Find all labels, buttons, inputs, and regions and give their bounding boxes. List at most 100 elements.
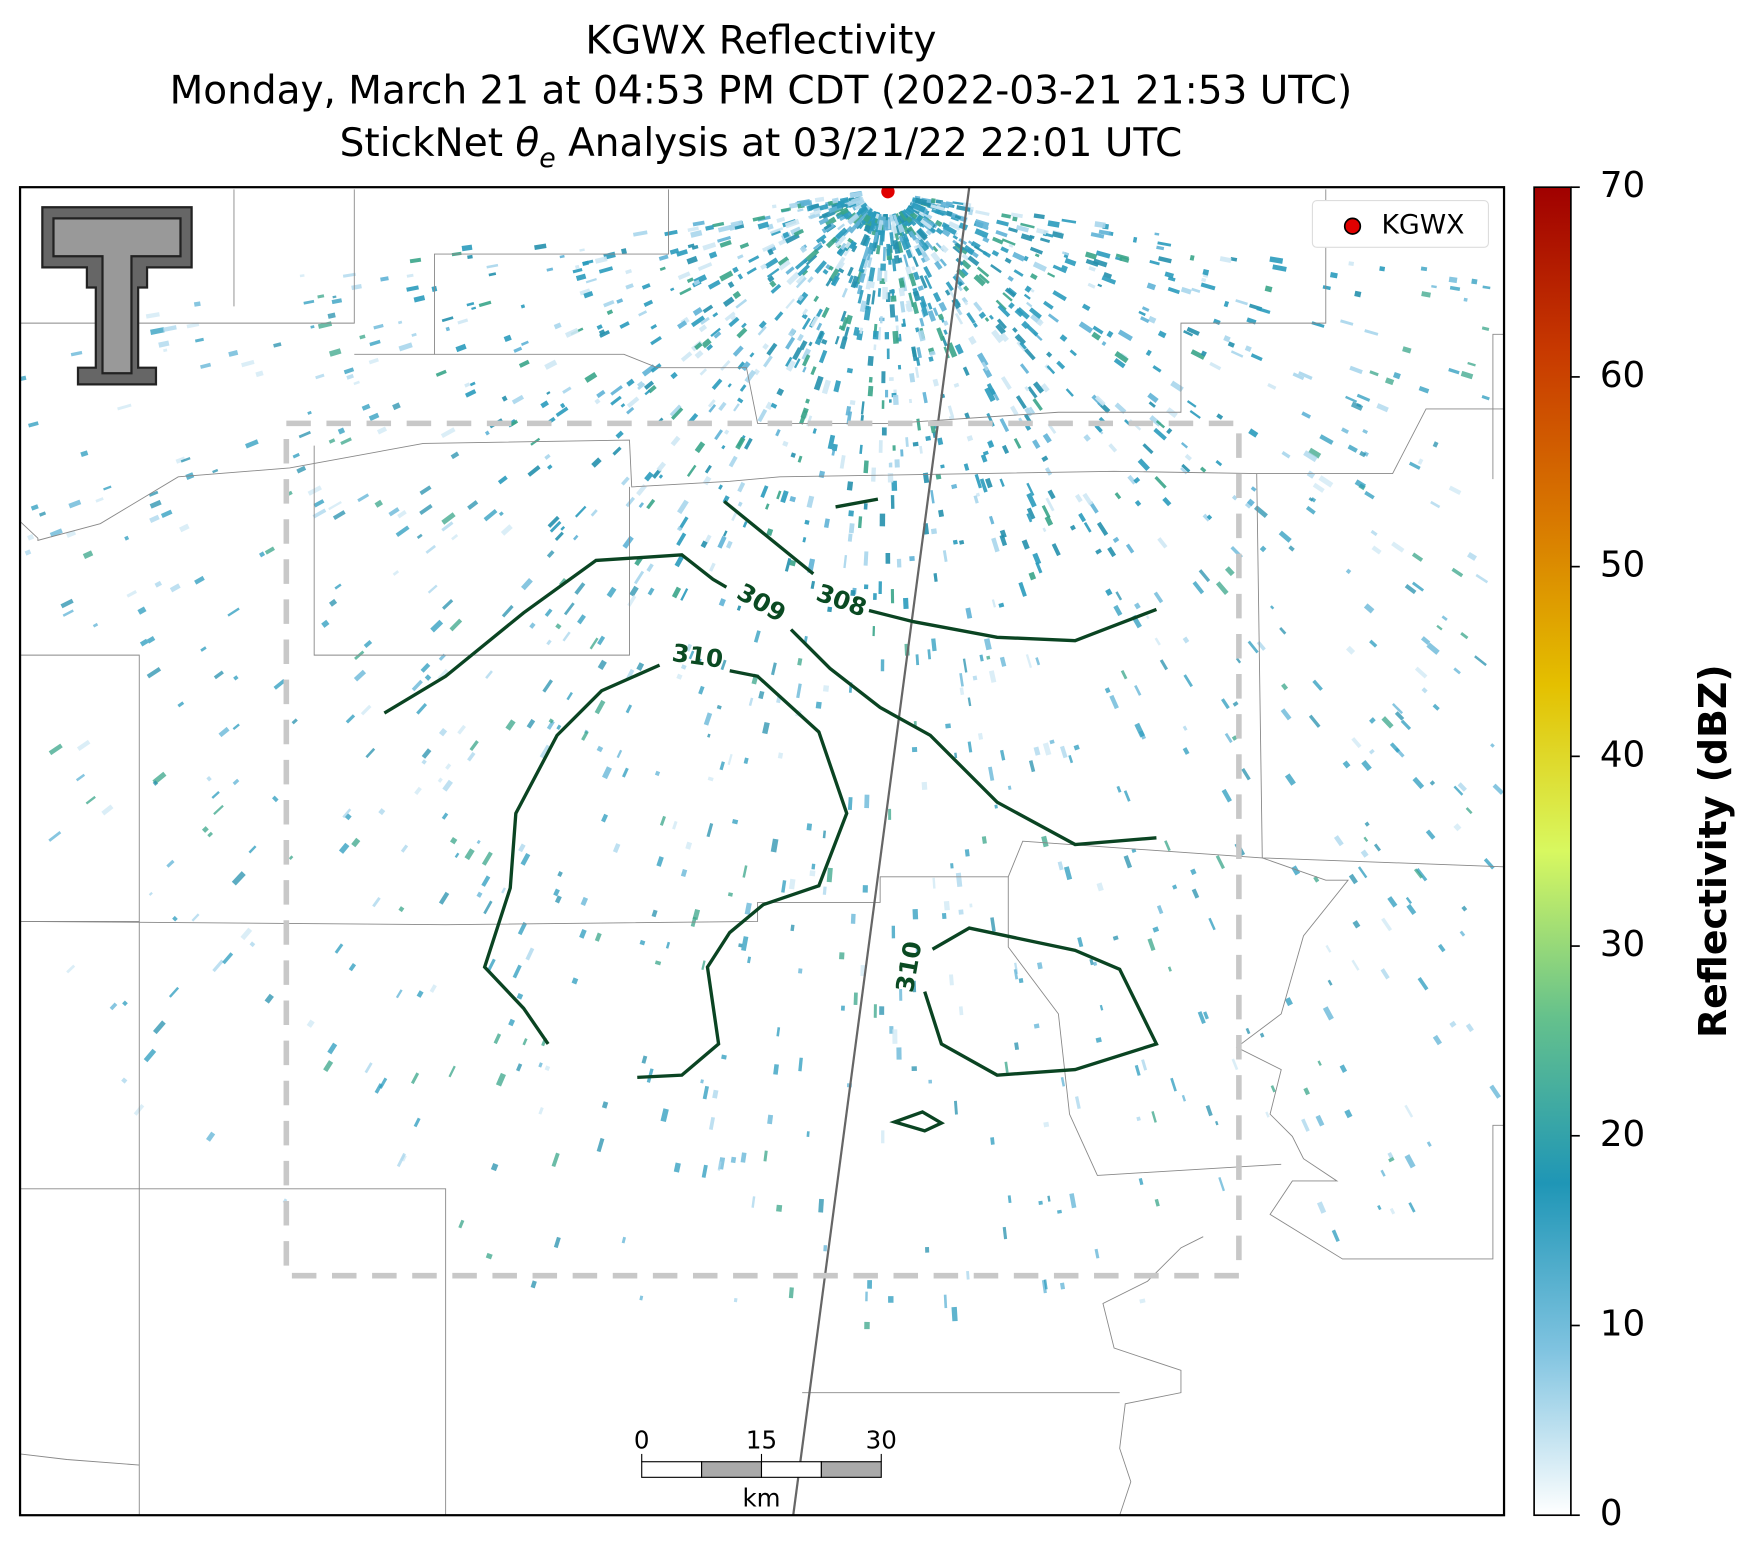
echo [1432, 703, 1440, 711]
echo [1376, 403, 1389, 413]
echo [670, 371, 678, 380]
echo [843, 554, 848, 569]
border [1492, 333, 1505, 480]
echo [1172, 884, 1178, 890]
echo [853, 992, 858, 1006]
echo [1441, 615, 1448, 621]
echo [538, 1107, 544, 1115]
echo [1123, 855, 1133, 869]
echo [1147, 392, 1159, 403]
echo [1219, 256, 1232, 264]
echo [1182, 636, 1190, 644]
echo [1029, 307, 1042, 319]
echo [1157, 330, 1167, 339]
echo [1090, 232, 1105, 239]
echo [841, 287, 848, 298]
echo [818, 330, 824, 340]
echo [883, 220, 889, 231]
echo [334, 583, 342, 590]
contour-line [383, 553, 728, 715]
echo [782, 231, 790, 239]
echo [991, 537, 1000, 553]
echo [1157, 537, 1168, 549]
echo [27, 534, 35, 541]
echo [1202, 268, 1210, 276]
echo [539, 744, 551, 759]
echo [646, 498, 656, 510]
echo [597, 659, 607, 670]
echo [712, 1089, 719, 1099]
echo [676, 532, 687, 547]
echo [516, 1063, 523, 1072]
echo [888, 462, 893, 468]
echo [1052, 264, 1067, 274]
echo [757, 221, 770, 230]
echo [728, 316, 740, 328]
echo [1412, 776, 1425, 790]
echo [1170, 1077, 1177, 1092]
echo [206, 775, 212, 782]
echo [149, 514, 160, 523]
echo [999, 418, 1010, 433]
echo [1415, 868, 1428, 882]
echo [898, 210, 908, 222]
echo [744, 902, 752, 915]
echo [212, 468, 219, 474]
echo [139, 638, 149, 647]
echo [678, 516, 689, 531]
echo [594, 256, 608, 264]
echo [1156, 245, 1165, 251]
echo [882, 246, 886, 262]
echo [1083, 434, 1091, 442]
echo [1402, 346, 1412, 354]
echo [1093, 961, 1098, 966]
echo [806, 823, 813, 831]
echo [241, 359, 255, 368]
echo [1073, 744, 1080, 751]
echo [1029, 234, 1035, 240]
echo [1369, 370, 1379, 377]
echo [1244, 345, 1252, 353]
echo [467, 751, 476, 762]
echo [911, 746, 918, 753]
echo [908, 230, 918, 241]
echo [273, 679, 286, 690]
echo [512, 964, 522, 979]
echo [1467, 361, 1476, 367]
echo [1025, 654, 1033, 669]
echo [849, 400, 856, 406]
echo [941, 228, 951, 238]
echo [954, 214, 962, 220]
echo [982, 236, 990, 243]
echo [776, 1204, 783, 1212]
echo [1350, 401, 1364, 411]
echo [1461, 905, 1468, 912]
echo [727, 281, 735, 289]
echo [954, 343, 964, 355]
echo [1414, 666, 1428, 679]
echo [927, 649, 932, 660]
echo [626, 406, 635, 415]
echo [816, 234, 827, 244]
echo [154, 580, 163, 588]
echo [671, 586, 682, 599]
echo [947, 405, 955, 418]
echo [999, 534, 1008, 547]
echo [810, 313, 821, 328]
echo [373, 323, 384, 330]
echo [892, 394, 899, 405]
echo [966, 435, 974, 442]
echo [957, 284, 963, 292]
echo [650, 336, 662, 346]
echo [639, 1295, 644, 1301]
contour-label: 310 [890, 939, 927, 994]
echo [464, 848, 475, 861]
echo [810, 580, 816, 590]
echo [1037, 962, 1043, 970]
echo [498, 511, 504, 517]
echo [1001, 213, 1012, 219]
echo [650, 323, 658, 330]
echo [816, 308, 823, 318]
echo [859, 444, 863, 454]
echo [873, 1004, 877, 1018]
